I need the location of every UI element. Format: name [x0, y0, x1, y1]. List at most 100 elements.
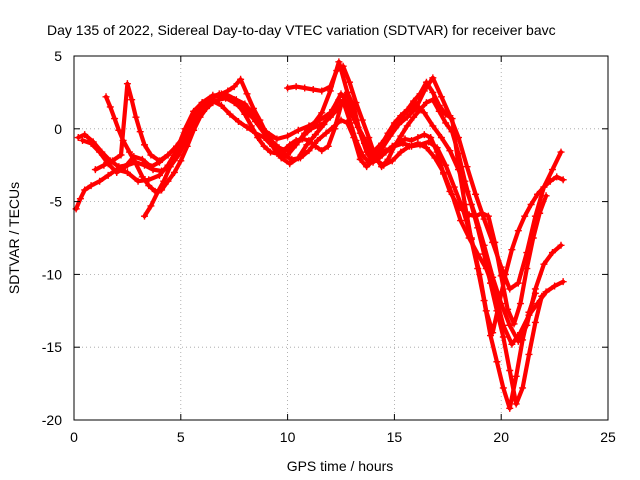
data-point — [508, 246, 516, 254]
data-point — [237, 75, 245, 83]
data-point — [281, 147, 289, 155]
data-point — [429, 88, 437, 96]
data-point — [318, 147, 326, 155]
data-point — [273, 135, 281, 143]
series-line — [93, 59, 564, 292]
data-point — [115, 163, 123, 171]
data-point — [256, 116, 264, 124]
data-point — [309, 85, 317, 93]
data-point — [153, 189, 161, 197]
data-point — [440, 170, 448, 178]
data-point — [493, 358, 501, 366]
data-point — [410, 97, 418, 105]
series-track-7 — [284, 62, 546, 408]
data-point — [326, 83, 334, 91]
plot-frame — [73, 55, 609, 421]
x-tick-label: 25 — [600, 429, 616, 445]
series-line — [142, 77, 538, 411]
data-point — [96, 177, 104, 185]
data-point — [461, 201, 469, 209]
data-point — [480, 215, 488, 223]
data-point — [119, 136, 127, 144]
data-point — [454, 150, 462, 158]
data-point — [123, 161, 131, 169]
data-point — [487, 332, 495, 340]
data-point — [123, 80, 131, 88]
data-point — [138, 155, 146, 163]
data-point — [356, 129, 364, 137]
data-point — [405, 142, 413, 150]
data-point — [173, 148, 181, 156]
data-point — [467, 235, 475, 243]
data-point — [217, 102, 225, 110]
data-point — [147, 202, 155, 210]
data-point — [126, 148, 134, 156]
data-point — [326, 113, 334, 121]
data-point — [557, 148, 565, 156]
data-point — [243, 90, 251, 98]
data-point — [108, 157, 116, 165]
data-point — [484, 212, 492, 220]
data-point — [81, 131, 89, 139]
data-point — [339, 97, 347, 105]
data-point — [209, 99, 217, 107]
data-point — [254, 134, 262, 142]
y-tick-label: -10 — [42, 266, 62, 282]
data-point — [452, 199, 460, 207]
y-axis-label: SDTVAR / TECUs — [6, 182, 22, 294]
data-point — [243, 123, 251, 131]
data-point — [211, 93, 219, 101]
data-point — [277, 154, 285, 162]
data-point — [267, 148, 275, 156]
data-point — [371, 152, 379, 160]
data-point — [318, 87, 326, 95]
data-point — [303, 141, 311, 149]
data-point — [320, 119, 328, 127]
data-point — [228, 96, 236, 104]
data-point — [324, 142, 332, 150]
data-point — [480, 250, 488, 258]
data-point — [241, 110, 249, 118]
data-point — [179, 134, 187, 142]
data-point — [273, 150, 281, 158]
data-point — [262, 129, 270, 137]
data-point — [305, 147, 313, 155]
series-track-6 — [140, 75, 539, 412]
data-point — [472, 190, 480, 198]
data-point — [506, 321, 514, 329]
data-point — [474, 224, 482, 232]
data-point — [140, 161, 148, 169]
data-point — [422, 144, 430, 152]
data-point — [529, 234, 537, 242]
data-point — [542, 288, 550, 296]
data-point — [519, 384, 527, 392]
y-tick-label: -5 — [50, 194, 63, 210]
data-point — [478, 209, 486, 217]
data-point — [305, 136, 313, 144]
data-point — [149, 166, 157, 174]
data-point — [123, 168, 131, 176]
chart-title: Day 135 of 2022, Sidereal Day-to-day VTE… — [47, 22, 556, 38]
data-point — [410, 113, 418, 121]
data-point — [284, 132, 292, 140]
data-point — [395, 120, 403, 128]
data-point — [234, 102, 242, 110]
data-point — [234, 118, 242, 126]
data-point — [531, 318, 539, 326]
data-point — [512, 400, 520, 408]
data-point — [510, 320, 518, 328]
data-point — [557, 241, 565, 249]
data-point — [378, 163, 386, 171]
data-point — [89, 138, 97, 146]
data-point — [420, 131, 428, 139]
data-point — [230, 83, 238, 91]
data-point — [527, 201, 535, 209]
data-point — [288, 144, 296, 152]
data-point — [294, 154, 302, 162]
data-point — [448, 128, 456, 136]
data-point — [504, 305, 512, 313]
data-point — [384, 129, 392, 137]
data-point — [497, 272, 505, 280]
data-point — [249, 104, 257, 112]
